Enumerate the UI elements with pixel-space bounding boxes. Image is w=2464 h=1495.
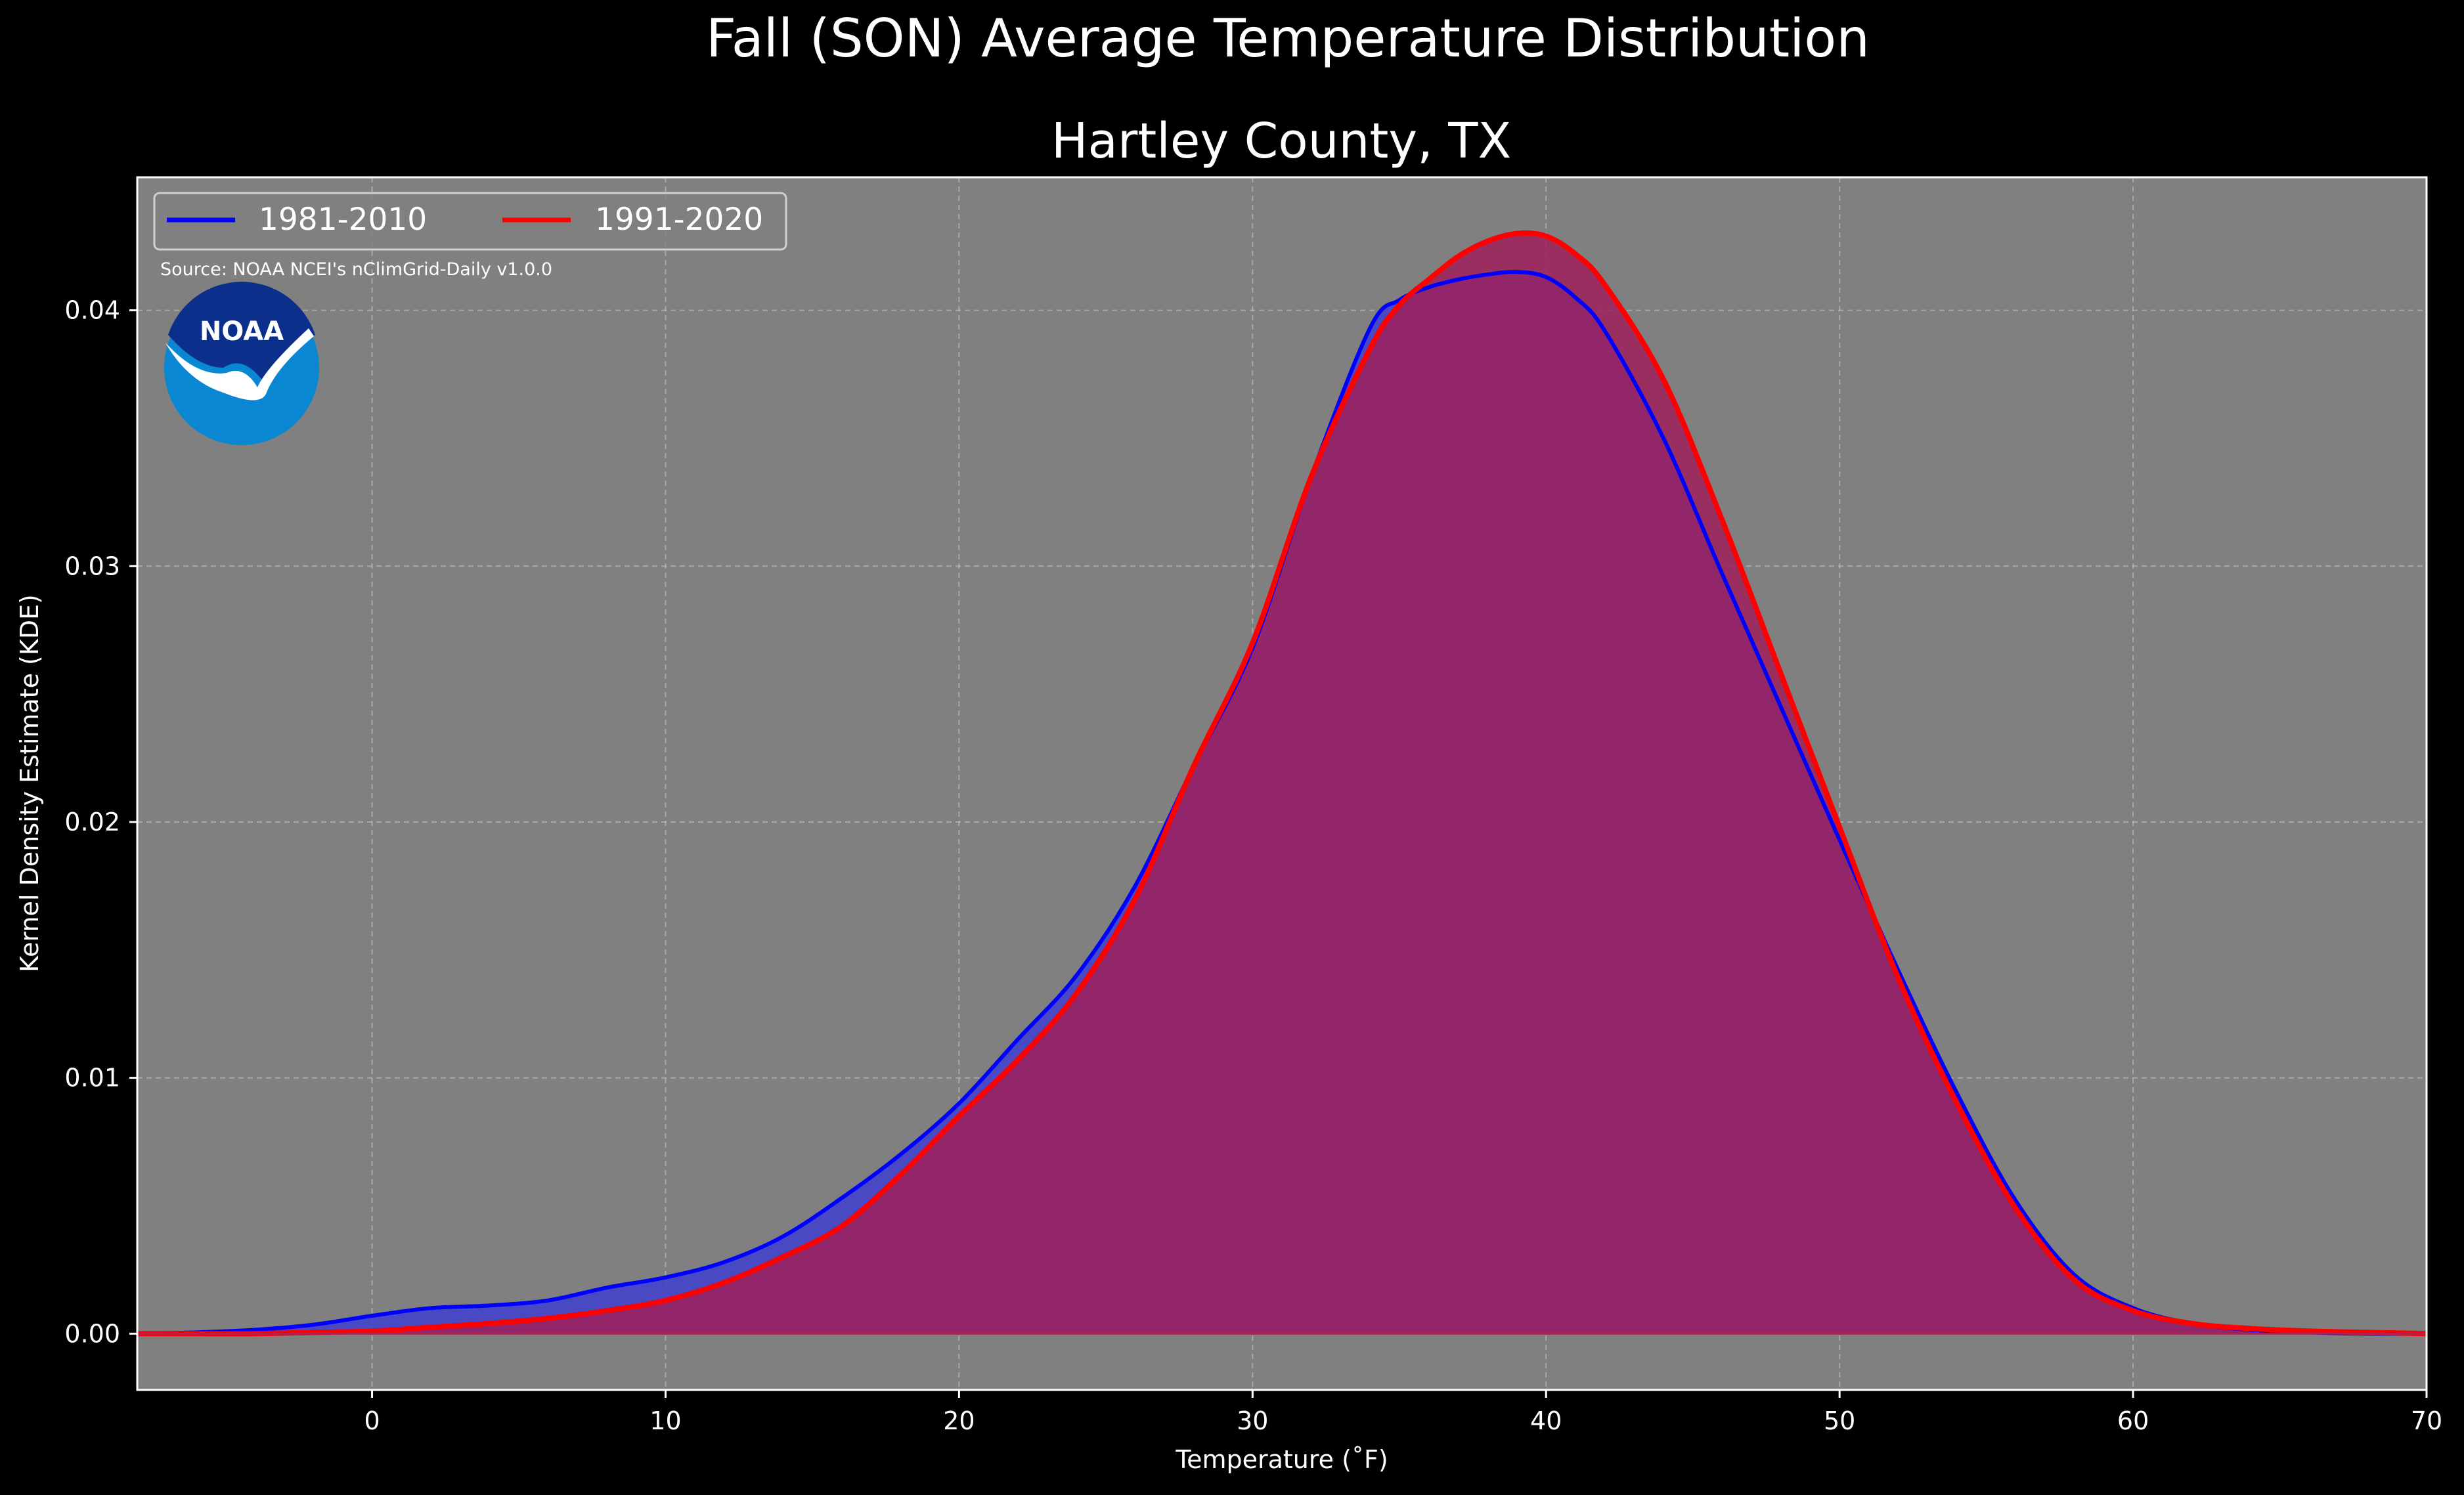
legend: 1981-2010 1991-2020 xyxy=(153,192,787,251)
x-tick-label: 10 xyxy=(649,1406,681,1435)
legend-frame xyxy=(153,192,787,251)
x-tick-label: 50 xyxy=(1824,1406,1855,1435)
legend-label-1991-2020: 1991-2020 xyxy=(595,202,763,238)
x-tick-label: 20 xyxy=(943,1406,975,1435)
area-1991-2020 xyxy=(137,233,2427,1334)
noaa-logo-text: NOAA xyxy=(200,316,284,347)
x-axis-ticks: 0 10 20 30 40 50 60 70 xyxy=(364,1390,2442,1435)
noaa-logo: NOAA xyxy=(164,282,319,445)
y-tick-label: 0.00 xyxy=(64,1319,120,1348)
y-tick-label: 0.04 xyxy=(64,296,120,325)
x-tick-label: 30 xyxy=(1237,1406,1268,1435)
x-tick-label: 70 xyxy=(2411,1406,2442,1435)
y-tick-label: 0.02 xyxy=(64,808,120,836)
y-axis-ticks: 0.00 0.01 0.02 0.03 0.04 xyxy=(64,296,137,1348)
y-tick-label: 0.01 xyxy=(64,1064,120,1093)
y-tick-label: 0.03 xyxy=(64,552,120,580)
y-axis-label: Kernel Density Estimate (KDE) xyxy=(15,594,44,972)
series-layer xyxy=(137,230,2427,1337)
plot-frame xyxy=(136,176,2428,1391)
legend-label-1981-2010: 1981-2010 xyxy=(259,202,427,238)
x-tick-label: 60 xyxy=(2117,1406,2149,1435)
figure-suptitle: Fall (SON) Average Temperature Distribut… xyxy=(706,8,1870,69)
source-note: Source: NOAA NCEI's nClimGrid-Daily v1.0… xyxy=(160,259,552,280)
x-tick-label: 0 xyxy=(364,1406,380,1435)
line-1991-2020 xyxy=(137,230,2427,1337)
x-tick-label: 40 xyxy=(1530,1406,1562,1435)
line-1981-2010 xyxy=(137,270,2427,1336)
axes-title: Hartley County, TX xyxy=(1051,113,1511,169)
x-axis-label: Temperature (˚F) xyxy=(1175,1445,1388,1474)
